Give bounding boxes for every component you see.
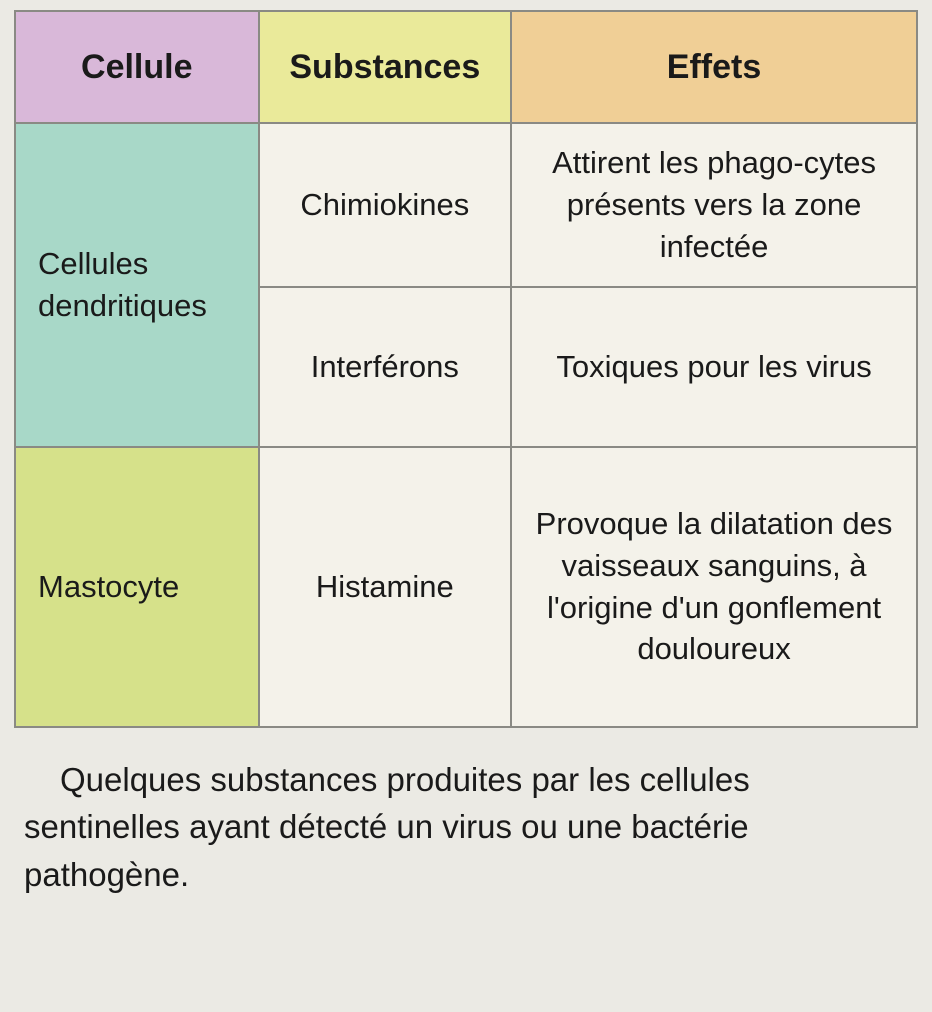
header-cellule: Cellule: [15, 11, 259, 123]
table-row: Mastocyte Histamine Provoque la dilatati…: [15, 447, 917, 727]
cell-dendritiques: Cellules dendritiques: [15, 123, 259, 447]
effect-histamine: Provoque la dilatation des vaisseaux san…: [511, 447, 917, 727]
header-substances: Substances: [259, 11, 512, 123]
substance-interferons: Interférons: [259, 287, 512, 447]
page-container: Cellule Substances Effets Cellules dendr…: [0, 0, 932, 952]
effect-interferons: Toxiques pour les virus: [511, 287, 917, 447]
cell-mastocyte: Mastocyte: [15, 447, 259, 727]
table-header-row: Cellule Substances Effets: [15, 11, 917, 123]
table-row: Cellules dendritiques Chimiokines Attire…: [15, 123, 917, 287]
substance-histamine: Histamine: [259, 447, 512, 727]
substance-chimiokines: Chimiokines: [259, 123, 512, 287]
substances-table: Cellule Substances Effets Cellules dendr…: [14, 10, 918, 728]
header-effets: Effets: [511, 11, 917, 123]
table-caption: Quelques substances produites par les ce…: [14, 756, 918, 900]
effect-chimiokines: Attirent les phago-cytes présents vers l…: [511, 123, 917, 287]
